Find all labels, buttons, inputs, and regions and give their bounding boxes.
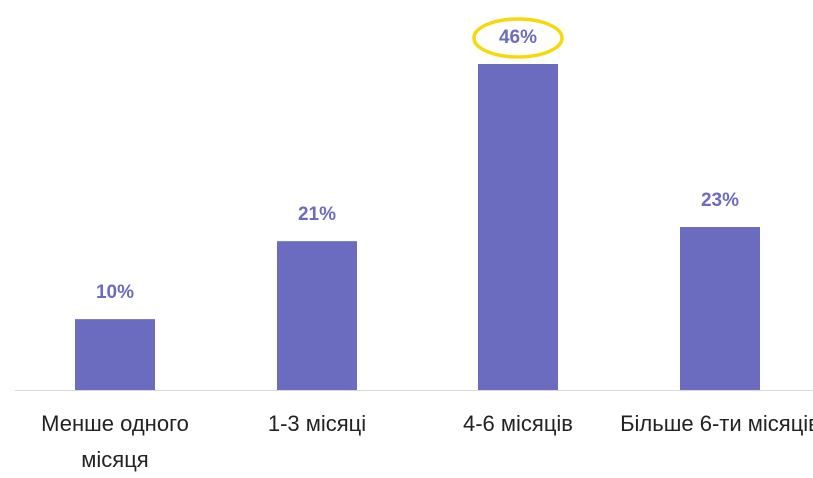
bar (478, 64, 558, 390)
value-label: 46% (499, 27, 537, 48)
highlight-ring (472, 17, 564, 59)
bar (75, 319, 155, 390)
x-tick-label: Менше одного місяця (41, 411, 189, 472)
value-label: 10% (96, 282, 134, 303)
value-label: 21% (298, 204, 336, 225)
x-tick-label: Більше 6-ти місяців (620, 411, 813, 436)
bar (277, 241, 357, 390)
x-tick-label: 1-3 місяці (267, 411, 367, 436)
bar (680, 227, 760, 390)
value-label: 23% (701, 190, 739, 211)
x-tick-label: 4-6 місяців (462, 411, 573, 436)
